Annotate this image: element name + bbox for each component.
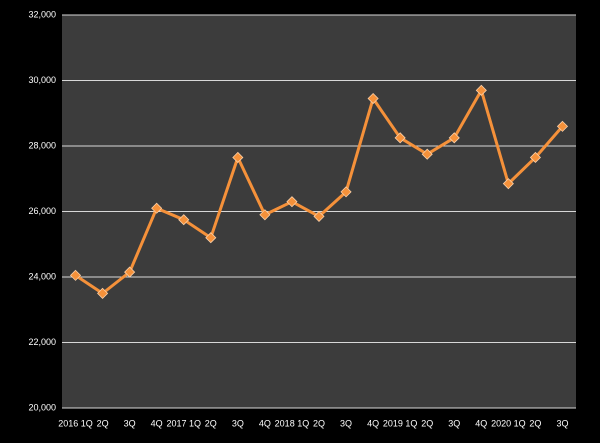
y-tick-label: 32,000 [28,9,56,19]
data-point [502,178,514,190]
data-point [259,209,271,221]
y-tick-label: 24,000 [28,271,56,281]
data-point [394,132,406,144]
x-tick-label: 2Q [313,418,325,428]
data-point [69,269,82,281]
x-tick-label: 2020 1Q [491,418,526,428]
x-tick-label: 2017 1Q [166,418,201,428]
x-tick-label: 2018 1Q [275,418,310,428]
data-point [475,84,487,96]
x-tick-label: 2019 1Q [383,418,418,428]
x-tick-label: 4Q [367,418,379,428]
y-tick-label: 26,000 [28,206,56,216]
x-tick-label: 4Q [259,418,271,428]
data-point [448,132,460,144]
x-tick-label: 2Q [529,418,541,428]
x-tick-label: 3Q [232,418,244,428]
x-tick-label: 3Q [124,418,136,428]
x-tick-label: 2Q [205,418,217,428]
data-point [178,214,190,226]
y-tick-label: 28,000 [28,140,56,150]
data-point [313,210,325,222]
y-tick-label: 22,000 [28,337,56,347]
x-tick-label: 2016 1Q [58,418,93,428]
data-point [97,287,109,299]
data-point [529,151,541,164]
data-point [232,151,244,164]
x-tick-label: 4Q [475,418,487,428]
x-tick-label: 3Q [556,418,568,428]
data-point [124,266,136,278]
y-tick-label: 30,000 [28,75,56,85]
data-point [151,202,163,214]
data-point [286,196,298,208]
y-tick-label: 20,000 [28,402,56,412]
x-tick-label: 4Q [151,418,163,428]
data-point [556,120,569,132]
data-point [340,186,352,198]
x-tick-label: 2Q [421,418,433,428]
x-tick-label: 2Q [97,418,109,428]
x-tick-label: 3Q [448,418,460,428]
data-point [205,232,217,244]
x-tick-label: 3Q [340,418,352,428]
data-point [421,148,433,160]
data-point [367,92,379,105]
